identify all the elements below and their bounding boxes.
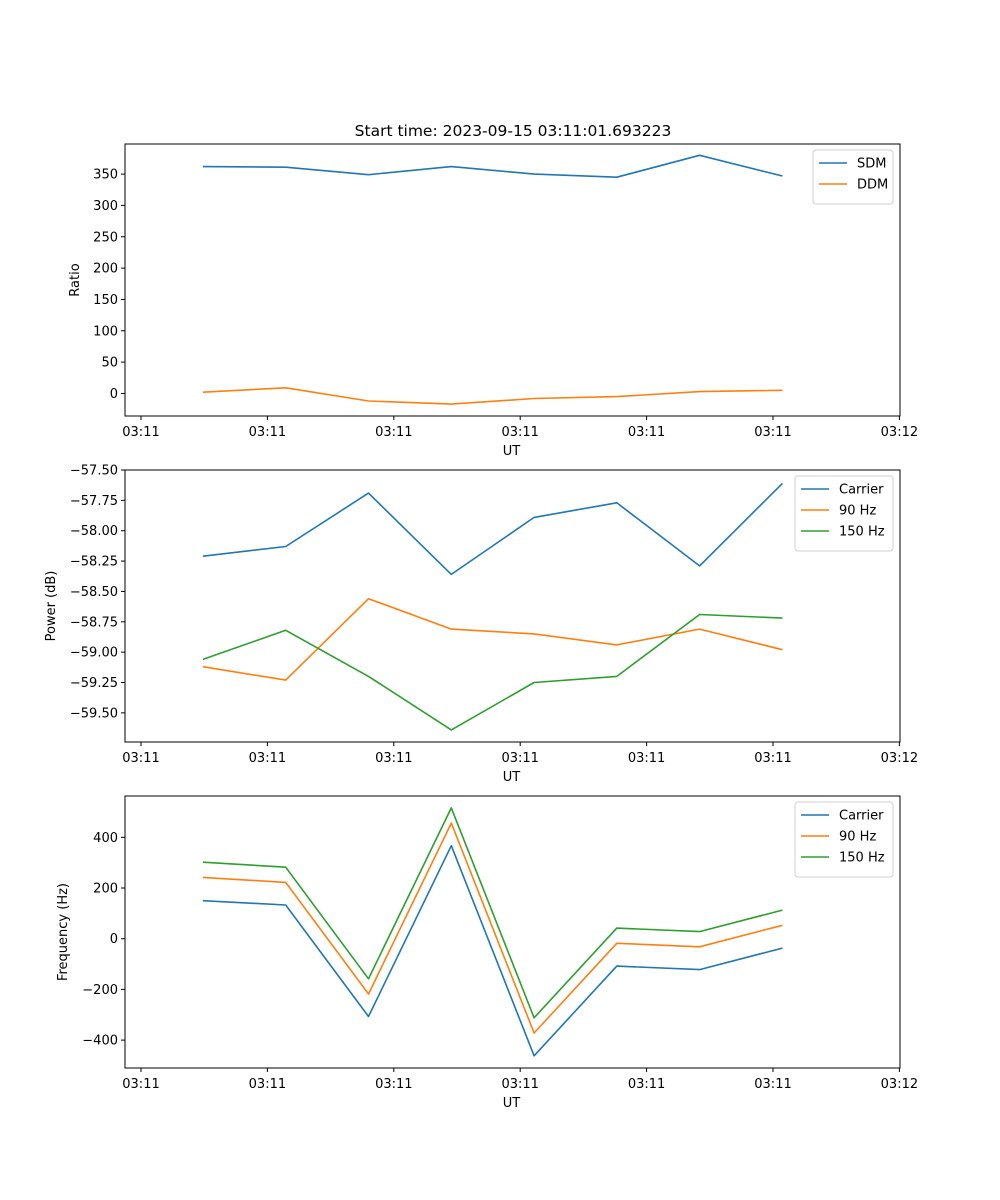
ratio-xtick-label: 03:11 — [122, 425, 159, 440]
power-series-carrier-line — [202, 482, 783, 576]
ratio-ytick-label: 350 — [93, 168, 118, 183]
ratio-series-sdm-line — [202, 154, 783, 178]
power-xtick-label: 03:11 — [754, 751, 791, 766]
power-xtick-label: 03:11 — [249, 751, 286, 766]
power-ytick-label: −58.00 — [70, 524, 118, 539]
power-ytick-label: −57.50 — [70, 464, 118, 479]
frequency-series-carrier-line — [202, 844, 783, 1057]
ratio-series-ddm-line — [202, 386, 783, 405]
power-ytick-label: −59.50 — [70, 706, 118, 721]
frequency-xaxis-label: UT — [503, 1096, 521, 1111]
frequency-xtick-label: 03:11 — [501, 1077, 538, 1092]
ratio-legend: SDM DDM — [812, 149, 894, 205]
ratio-xtick-label: 03:11 — [628, 425, 665, 440]
ratio-xtick-label: 03:12 — [881, 425, 918, 440]
power-legend-box — [794, 475, 894, 552]
frequency-legend-label: 150 Hz — [839, 851, 885, 866]
power-axes-frame — [124, 469, 901, 743]
power-ytick-label: −57.75 — [70, 494, 118, 509]
power-xtick-label: 03:12 — [881, 751, 918, 766]
frequency-xtick-label: 03:12 — [881, 1077, 918, 1092]
power-xtick-label: 03:11 — [628, 751, 665, 766]
frequency-xtick-label: 03:11 — [628, 1077, 665, 1092]
frequency-ytick-label: −200 — [82, 983, 118, 998]
power-ytick-label: −58.25 — [70, 555, 118, 570]
power-xaxis-label: UT — [503, 770, 521, 785]
ratio-xtick-label: 03:11 — [249, 425, 286, 440]
ratio-ytick-label: 50 — [101, 356, 118, 371]
power-subplot: −57.50 −57.75 −58.00 −58.25 −58.50 −58.75 −59.… — [44, 464, 918, 786]
ratio-yaxis-label: Ratio — [68, 263, 83, 296]
power-xtick-label: 03:11 — [375, 751, 412, 766]
frequency-legend: Carrier 90 Hz 150 Hz — [794, 801, 894, 878]
frequency-series-90-hz-line — [202, 822, 783, 1034]
ratio-ytick-label: 300 — [93, 199, 118, 214]
power-series-150-hz-line — [202, 613, 783, 731]
frequency-subplot: −400 −200 0 200 400 03:11 03:11 03:11 03:11 03:11… — [56, 795, 918, 1111]
power-xtick-label: 03:11 — [122, 751, 159, 766]
power-ytick-label: −59.00 — [70, 646, 118, 661]
power-legend-label: 90 Hz — [839, 504, 876, 519]
power-ytick-label: −58.75 — [70, 615, 118, 630]
figure-title: Start time: 2023-09-15 03:11:01.693223 — [355, 122, 672, 140]
frequency-legend-label: 90 Hz — [839, 830, 876, 845]
ratio-ytick-label: 0 — [110, 387, 118, 402]
ratio-xaxis-label: UT — [503, 444, 521, 459]
power-yaxis-label: Power (dB) — [44, 571, 59, 642]
ratio-subplot: 0 50 100 150 200 250 300 350 03:11 03:11 03:11 03:1… — [68, 143, 918, 459]
power-ytick-label: −58.50 — [70, 585, 118, 600]
frequency-ytick-label: 400 — [93, 831, 118, 846]
frequency-ytick-label: 200 — [93, 882, 118, 897]
frequency-xtick-label: 03:11 — [375, 1077, 412, 1092]
power-legend-label: Carrier — [839, 483, 884, 498]
ratio-ytick-label: 150 — [93, 293, 118, 308]
power-ytick-label: −59.25 — [70, 676, 118, 691]
frequency-xtick-label: 03:11 — [122, 1077, 159, 1092]
ratio-xtick-label: 03:11 — [754, 425, 791, 440]
power-series-90-hz-line — [202, 597, 783, 681]
power-legend-label: 150 Hz — [839, 525, 885, 540]
frequency-axes-frame — [124, 795, 901, 1069]
frequency-yaxis-label: Frequency (Hz) — [56, 883, 71, 981]
frequency-ytick-label: −400 — [82, 1034, 118, 1049]
frequency-xtick-label: 03:11 — [754, 1077, 791, 1092]
frequency-legend-box — [794, 801, 894, 878]
ratio-xtick-label: 03:11 — [375, 425, 412, 440]
ratio-legend-label: DDM — [857, 178, 888, 193]
frequency-legend-label: Carrier — [839, 809, 884, 824]
ratio-ytick-label: 200 — [93, 262, 118, 277]
ratio-ytick-label: 100 — [93, 324, 118, 339]
frequency-series-150-hz-line — [202, 807, 783, 1019]
ratio-legend-label: SDM — [857, 157, 886, 172]
power-xtick-label: 03:11 — [501, 751, 538, 766]
ratio-xtick-label: 03:11 — [501, 425, 538, 440]
frequency-xtick-label: 03:11 — [249, 1077, 286, 1092]
ratio-axes-frame — [124, 143, 901, 417]
power-legend: Carrier 90 Hz 150 Hz — [794, 475, 894, 552]
ratio-ytick-label: 250 — [93, 230, 118, 245]
frequency-ytick-label: 0 — [110, 932, 118, 947]
